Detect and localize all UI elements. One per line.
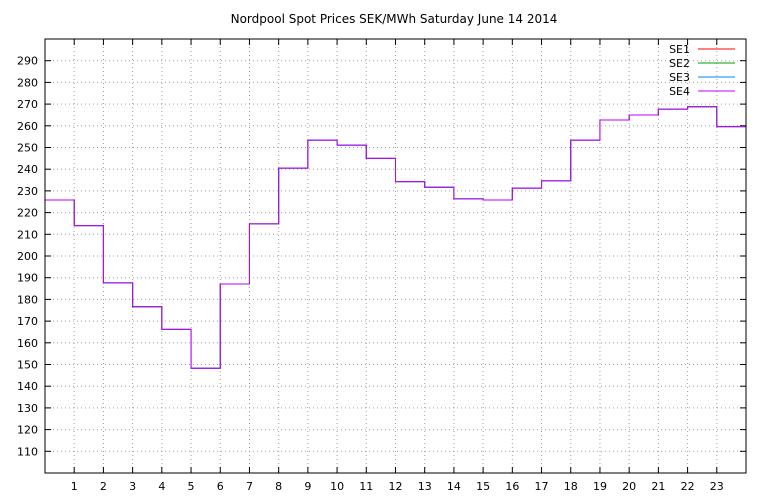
x-tick-label: 19 — [593, 480, 607, 493]
x-tick-label: 12 — [389, 480, 403, 493]
plot-frame — [44, 38, 747, 474]
x-tick-label: 1 — [71, 480, 78, 493]
y-tick-label: 240 — [17, 163, 38, 176]
y-tick-label: 110 — [17, 445, 38, 458]
x-tick-label: 14 — [447, 480, 461, 493]
y-axis-ticks: 110 120 130 140 150 160 170 180 190 200 210 220 230 2… — [17, 55, 746, 458]
x-axis-ticks: 1 2 3 4 5 6 7 8 9 10 11 12 13 14 15 16 17 18 19 20 21 22 23 — [71, 39, 724, 493]
legend-label: SE4 — [669, 85, 690, 98]
legend-label: SE3 — [669, 71, 690, 84]
x-tick-label: 2 — [100, 480, 107, 493]
y-tick-label: 230 — [17, 185, 38, 198]
grid — [45, 39, 746, 473]
x-tick-label: 10 — [330, 480, 344, 493]
y-tick-label: 290 — [17, 55, 38, 68]
y-tick-label: 120 — [17, 424, 38, 437]
x-tick-label: 22 — [681, 480, 695, 493]
y-tick-label: 180 — [17, 293, 38, 306]
y-tick-label: 160 — [17, 337, 38, 350]
x-tick-label: 13 — [418, 480, 432, 493]
series-line-se4 — [45, 106, 746, 369]
legend-label: SE1 — [669, 43, 690, 56]
chart-title: Nordpool Spot Prices SEK/MWh Saturday Ju… — [231, 12, 558, 26]
y-tick-label: 130 — [17, 402, 38, 415]
x-tick-label: 20 — [622, 480, 636, 493]
y-tick-label: 190 — [17, 272, 38, 285]
y-tick-label: 140 — [17, 380, 38, 393]
x-tick-label: 17 — [535, 480, 549, 493]
x-tick-label: 16 — [505, 480, 519, 493]
y-tick-label: 200 — [17, 250, 38, 263]
y-tick-label: 150 — [17, 359, 38, 372]
x-tick-label: 6 — [217, 480, 224, 493]
x-tick-label: 18 — [564, 480, 578, 493]
series-lines — [45, 106, 746, 369]
series-line-se2 — [45, 106, 746, 369]
y-tick-label: 220 — [17, 207, 38, 220]
x-tick-label: 4 — [158, 480, 165, 493]
x-tick-label: 23 — [710, 480, 724, 493]
y-tick-label: 280 — [17, 76, 38, 89]
y-tick-label: 270 — [17, 98, 38, 111]
series-line-se3 — [45, 106, 746, 369]
x-tick-label: 8 — [275, 480, 282, 493]
x-tick-label: 5 — [188, 480, 195, 493]
x-tick-label: 15 — [476, 480, 490, 493]
y-tick-label: 260 — [17, 120, 38, 133]
legend-label: SE2 — [669, 57, 690, 70]
y-tick-label: 170 — [17, 315, 38, 328]
x-tick-label: 11 — [359, 480, 373, 493]
x-tick-label: 7 — [246, 480, 253, 493]
series-line-se1 — [45, 106, 746, 369]
y-tick-label: 210 — [17, 228, 38, 241]
x-tick-label: 3 — [129, 480, 136, 493]
y-tick-label: 250 — [17, 142, 38, 155]
x-tick-label: 9 — [304, 480, 311, 493]
x-tick-label: 21 — [651, 480, 665, 493]
